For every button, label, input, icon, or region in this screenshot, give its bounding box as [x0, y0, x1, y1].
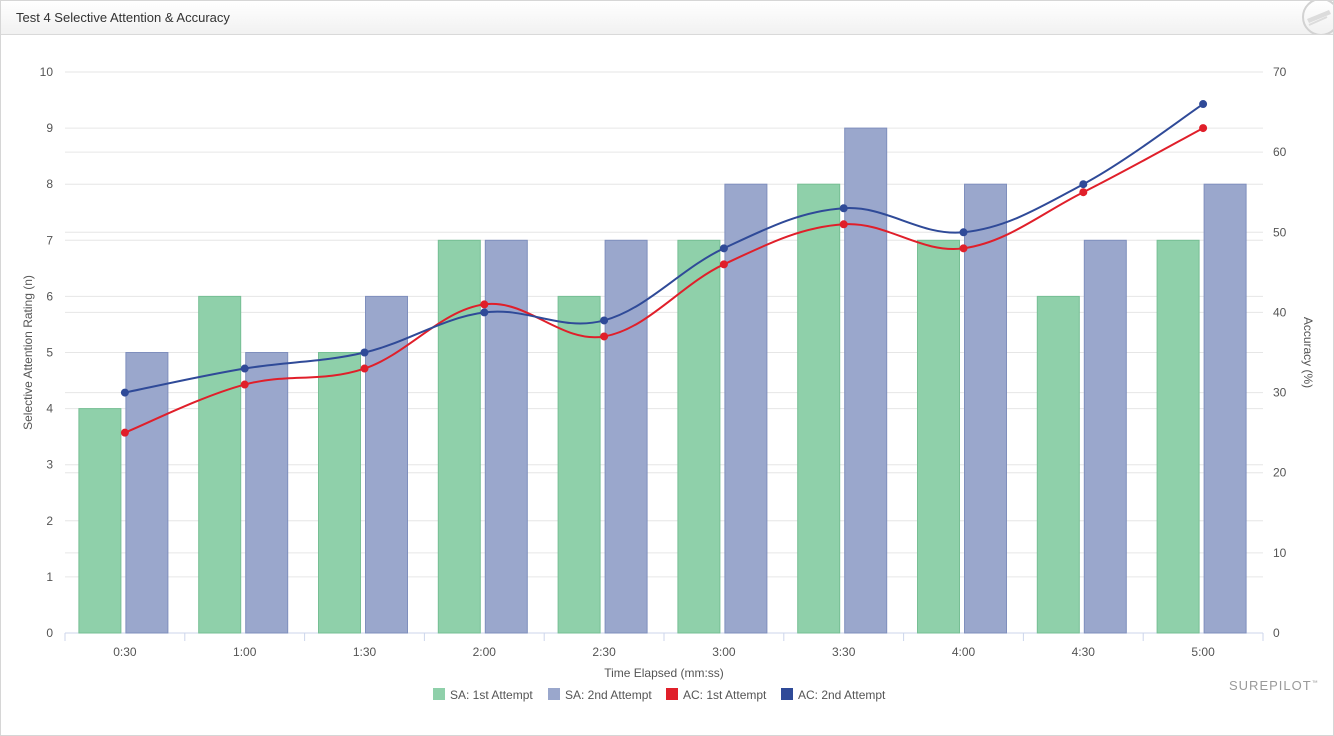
bar-sa-2nd: [724, 183, 768, 634]
legend-swatch: [548, 688, 560, 700]
y-axis-title: Selective Attention Rating (n): [21, 275, 35, 430]
x-tick-label: 4:00: [952, 645, 976, 659]
bar-sa-1st: [917, 239, 960, 634]
y2-tick-label: 10: [1273, 546, 1287, 560]
y-tick-label: 0: [46, 626, 53, 640]
y-tick-label: 3: [46, 458, 53, 472]
point-ac-1st: [480, 300, 489, 309]
legend-label: AC: 2nd Attempt: [798, 688, 886, 702]
x-tick-label: 3:30: [832, 645, 856, 659]
bar-sa-1st: [437, 239, 481, 634]
x-tick-label: 5:00: [1191, 645, 1215, 659]
legend-label: SA: 1st Attempt: [450, 688, 533, 702]
point-ac-1st: [959, 244, 968, 253]
y2-tick-label: 30: [1273, 386, 1287, 400]
y2-tick-label: 20: [1273, 466, 1287, 480]
bar-sa-1st: [557, 295, 601, 634]
point-ac-2nd: [360, 348, 369, 357]
x-tick-label: 2:30: [592, 645, 616, 659]
point-ac-1st: [719, 260, 728, 269]
point-ac-2nd: [600, 316, 609, 325]
point-ac-1st: [360, 364, 369, 373]
x-tick-label: 3:00: [712, 645, 736, 659]
point-ac-2nd: [719, 244, 728, 253]
brand-logo: SUREPILOT™: [1229, 678, 1319, 693]
legend-label: SA: 2nd Attempt: [565, 688, 652, 702]
y2-axis-title: Accuracy (%): [1301, 317, 1315, 388]
point-ac-2nd: [240, 364, 249, 373]
legend-swatch: [433, 688, 445, 700]
bar-sa-2nd: [844, 127, 888, 634]
bar-sa-1st: [797, 183, 841, 634]
bar-sa-2nd: [365, 295, 408, 634]
line-ac-2nd: [124, 103, 1204, 394]
y-tick-label: 7: [46, 233, 53, 247]
y2-tick-label: 60: [1273, 145, 1287, 159]
y-tick-label: 10: [40, 65, 54, 79]
bar-sa-2nd: [484, 239, 528, 634]
bar-sa-2nd: [245, 352, 289, 634]
legend-item: AC: 2nd Attempt: [781, 688, 886, 702]
point-ac-2nd: [480, 308, 489, 317]
y-tick-label: 6: [46, 289, 53, 303]
legend-item: SA: 2nd Attempt: [548, 688, 652, 702]
legend-swatch: [781, 688, 793, 700]
bar-sa-2nd: [964, 183, 1007, 634]
point-ac-2nd: [959, 228, 968, 237]
y-tick-label: 2: [46, 514, 53, 528]
x-tick-label: 0:30: [113, 645, 137, 659]
x-tick-label: 1:00: [233, 645, 257, 659]
point-ac-1st: [120, 428, 129, 437]
point-ac-2nd: [1199, 100, 1208, 109]
y-tick-label: 9: [46, 121, 53, 135]
panel-title: Test 4 Selective Attention & Accuracy: [16, 10, 230, 25]
x-tick-label: 1:30: [353, 645, 377, 659]
bar-sa-1st: [1036, 295, 1080, 634]
bar-sa-2nd: [125, 352, 169, 634]
point-ac-2nd: [1079, 180, 1088, 189]
bar-sa-1st: [318, 352, 361, 634]
y2-tick-label: 0: [1273, 626, 1280, 640]
y-tick-label: 5: [46, 346, 53, 360]
point-ac-1st: [1079, 188, 1088, 197]
legend-label: AC: 1st Attempt: [683, 688, 767, 702]
y2-tick-label: 70: [1273, 65, 1287, 79]
y-tick-label: 4: [46, 402, 53, 416]
y2-tick-label: 50: [1273, 225, 1287, 239]
bar-sa-1st: [677, 239, 721, 634]
y-tick-label: 1: [46, 570, 53, 584]
x-axis-title: Time Elapsed (mm:ss): [604, 666, 724, 680]
y-tick-label: 8: [46, 177, 53, 191]
y2-tick-label: 40: [1273, 305, 1287, 319]
legend-item: SA: 1st Attempt: [433, 688, 533, 702]
bar-sa-2nd: [1083, 239, 1127, 634]
pencil-badge-icon: [1302, 1, 1333, 34]
bar-sa-2nd: [604, 239, 648, 634]
bar-sa-1st: [78, 408, 122, 634]
line-ac-1st: [124, 127, 1204, 434]
combo-chart: 0 1 2 3 4 5 6 7 8 9 10 0 10 20 30 40 50 60 70 0:30 1:00 1:30 2…: [21, 65, 1315, 702]
legend-item: AC: 1st Attempt: [666, 688, 767, 702]
x-tick-label: 2:00: [473, 645, 497, 659]
bar-sa-1st: [198, 295, 242, 634]
bar-sa-2nd: [1203, 183, 1247, 634]
panel-header: Test 4 Selective Attention & Accuracy: [1, 1, 1333, 35]
point-ac-2nd: [839, 204, 848, 213]
point-ac-1st: [600, 332, 609, 341]
legend-swatch: [666, 688, 678, 700]
point-ac-1st: [240, 380, 249, 389]
x-tick-label: 4:30: [1072, 645, 1096, 659]
point-ac-1st: [1199, 124, 1208, 133]
bar-sa-1st: [1156, 239, 1200, 634]
point-ac-1st: [839, 220, 848, 229]
point-ac-2nd: [120, 388, 129, 397]
